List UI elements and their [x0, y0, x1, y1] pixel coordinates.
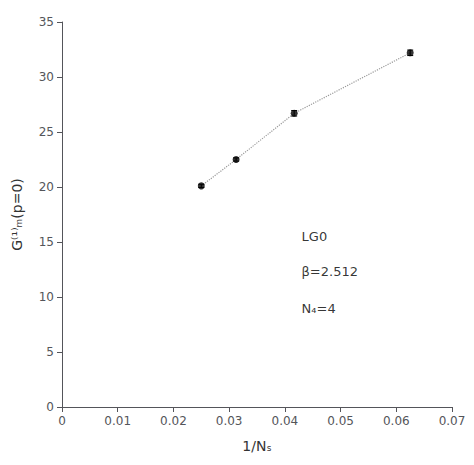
svg-text:10: 10 — [39, 290, 54, 304]
svg-text:15: 15 — [39, 235, 54, 249]
svg-text:25: 25 — [39, 125, 54, 139]
svg-text:0.02: 0.02 — [160, 414, 187, 428]
svg-text:0.06: 0.06 — [383, 414, 410, 428]
svg-text:30: 30 — [39, 70, 54, 84]
svg-text:0.05: 0.05 — [327, 414, 354, 428]
svg-text:1/Nₛ: 1/Nₛ — [242, 438, 271, 454]
svg-text:0: 0 — [46, 400, 54, 414]
svg-text:35: 35 — [39, 15, 54, 29]
svg-text:5: 5 — [46, 345, 54, 359]
svg-text:0.07: 0.07 — [439, 414, 466, 428]
svg-text:20: 20 — [39, 180, 54, 194]
svg-text:β=2.512: β=2.512 — [302, 264, 358, 279]
svg-text:0.03: 0.03 — [216, 414, 243, 428]
svg-text:G⁽¹⁾ₘ(p=0): G⁽¹⁾ₘ(p=0) — [9, 178, 25, 251]
svg-text:0: 0 — [58, 414, 66, 428]
svg-text:N₄=4: N₄=4 — [302, 301, 336, 316]
svg-text:LG0: LG0 — [302, 229, 328, 244]
svg-text:0.04: 0.04 — [271, 414, 298, 428]
svg-text:0.01: 0.01 — [104, 414, 131, 428]
